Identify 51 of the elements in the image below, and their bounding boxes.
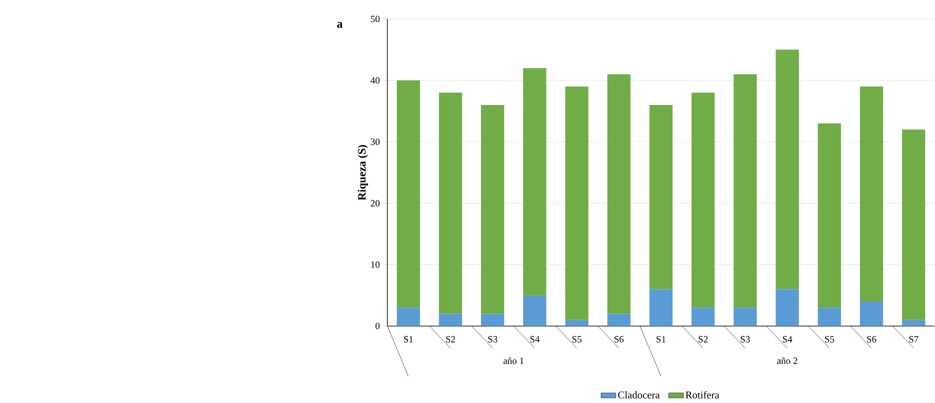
x-tick-label: S3	[488, 336, 498, 342]
x-tick-label: S5	[825, 336, 834, 342]
text: a	[337, 22, 343, 28]
bar	[523, 68, 546, 296]
legend-label: Cladocera	[618, 391, 660, 398]
bar	[902, 320, 926, 326]
x-tick-label: S7	[909, 336, 918, 342]
x-tick-label: S4	[782, 336, 792, 342]
y-tick-label: 20	[370, 200, 380, 206]
legend-label: Rotifera	[686, 391, 720, 398]
text: año 1	[504, 357, 524, 364]
x-tick-label: S6	[867, 336, 876, 342]
bar	[396, 308, 420, 326]
bar	[607, 74, 630, 314]
y-tick-label: 30	[370, 138, 380, 145]
bar	[692, 92, 715, 308]
bar	[692, 308, 715, 326]
bar	[396, 80, 420, 308]
text: año 2	[777, 357, 798, 364]
y-tick-label: 50	[370, 16, 380, 22]
bar	[860, 86, 884, 302]
x-tick-label: S1	[404, 336, 413, 342]
bar	[607, 314, 630, 326]
bar	[818, 123, 841, 308]
bar	[860, 301, 884, 326]
bar	[649, 289, 673, 326]
bar	[818, 308, 841, 326]
x-tick-label: S6	[614, 336, 624, 342]
x-tick-label: S5	[572, 336, 582, 342]
x-tick-label: S4	[530, 336, 540, 342]
y-tick-label: 40	[370, 77, 380, 84]
x-tick-label: S2	[446, 336, 455, 342]
bar	[523, 295, 546, 326]
bar	[649, 104, 673, 290]
bar	[438, 92, 462, 314]
bar	[438, 314, 462, 326]
bar	[481, 104, 504, 314]
bar	[776, 289, 799, 326]
x-tick-label: S2	[698, 336, 708, 342]
y-axis-title: Riqueza (S)	[358, 144, 368, 200]
bar	[776, 50, 799, 290]
bar	[734, 308, 757, 326]
x-tick-label: S3	[740, 336, 750, 342]
bar	[734, 74, 757, 308]
y-tick-label: 0	[376, 322, 380, 330]
bar	[565, 320, 588, 326]
bar	[481, 314, 504, 326]
y-tick-label: 10	[371, 261, 380, 268]
bar	[902, 129, 926, 320]
x-tick-label: S1	[656, 336, 666, 342]
bar	[565, 86, 588, 320]
